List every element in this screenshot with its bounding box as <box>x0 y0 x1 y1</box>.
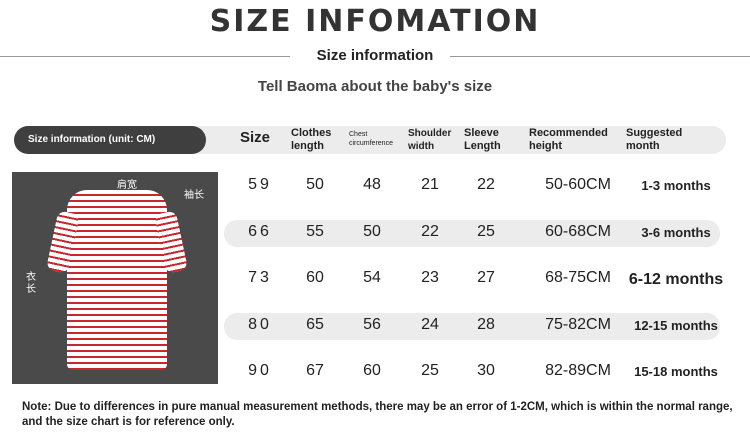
table-cell: 80 <box>248 316 272 333</box>
table-cell: 21 <box>421 176 439 193</box>
table-cell: 82-89CM <box>545 362 611 379</box>
table-cell: 75-82CM <box>545 316 611 333</box>
table-cell: 28 <box>477 316 495 333</box>
header-clothes-length: Clothes length <box>291 127 332 152</box>
table-cell: 25 <box>477 223 495 240</box>
table-cell: 27 <box>477 269 495 286</box>
header-height: Recommended height <box>529 127 608 152</box>
table-cell: 90 <box>248 362 272 379</box>
table-cell: 59 <box>248 176 272 193</box>
length-label: 衣长 <box>26 272 36 295</box>
month-cell: 6-12 months <box>628 271 724 288</box>
header-size: Size <box>240 129 271 146</box>
table-cell: 48 <box>363 176 381 193</box>
table-cell: 73 <box>248 269 272 286</box>
table-cell: 60 <box>363 362 381 379</box>
table-cell: 60 <box>306 269 324 286</box>
table-cell: 55 <box>306 223 324 240</box>
table-cell: 50 <box>306 176 324 193</box>
table-cell: 56 <box>363 316 381 333</box>
unit-label: Size information (unit: CM) <box>14 126 206 154</box>
table-cell: 65 <box>306 316 324 333</box>
tagline: Tell Baoma about the baby's size <box>257 78 493 95</box>
page-title: SIZE INFOMATION <box>209 4 541 39</box>
table-cell: 25 <box>421 362 439 379</box>
month-cell: 15-18 months <box>634 364 718 379</box>
row-band <box>224 220 720 247</box>
header-month: Suggested month <box>626 127 683 152</box>
table-cell: 66 <box>248 223 272 240</box>
table-cell: 67 <box>306 362 324 379</box>
striped-romper <box>67 190 167 370</box>
header-shoulder: Shoulder width <box>408 128 452 152</box>
sleeve-label: 袖长 <box>184 190 204 201</box>
shoulder-label: 肩宽 <box>117 180 137 191</box>
table-cell: 50 <box>363 223 381 240</box>
divider <box>0 56 290 57</box>
table-cell: 24 <box>421 316 439 333</box>
note: Note: Due to differences in pure manual … <box>22 401 733 428</box>
header-chest: Chest circumference <box>349 131 393 147</box>
table-cell: 30 <box>477 362 495 379</box>
table-cell: 22 <box>477 176 495 193</box>
table-cell: 23 <box>421 269 439 286</box>
table-cell: 50-60CM <box>545 176 611 193</box>
table-cell: 54 <box>363 269 381 286</box>
header-sleeve: Sleeve Length <box>464 127 501 152</box>
table-cell: 22 <box>421 223 439 240</box>
table-cell: 68-75CM <box>545 269 611 286</box>
table-cell: 60-68CM <box>545 223 611 240</box>
subtitle: Size information <box>316 47 434 64</box>
month-cell: 12-15 months <box>634 318 718 333</box>
month-cell: 1-3 months <box>641 178 711 193</box>
product-photo: 肩宽 袖长 衣长 <box>12 172 218 384</box>
divider <box>450 56 750 57</box>
row-band <box>224 313 720 340</box>
month-cell: 3-6 months <box>641 225 711 240</box>
